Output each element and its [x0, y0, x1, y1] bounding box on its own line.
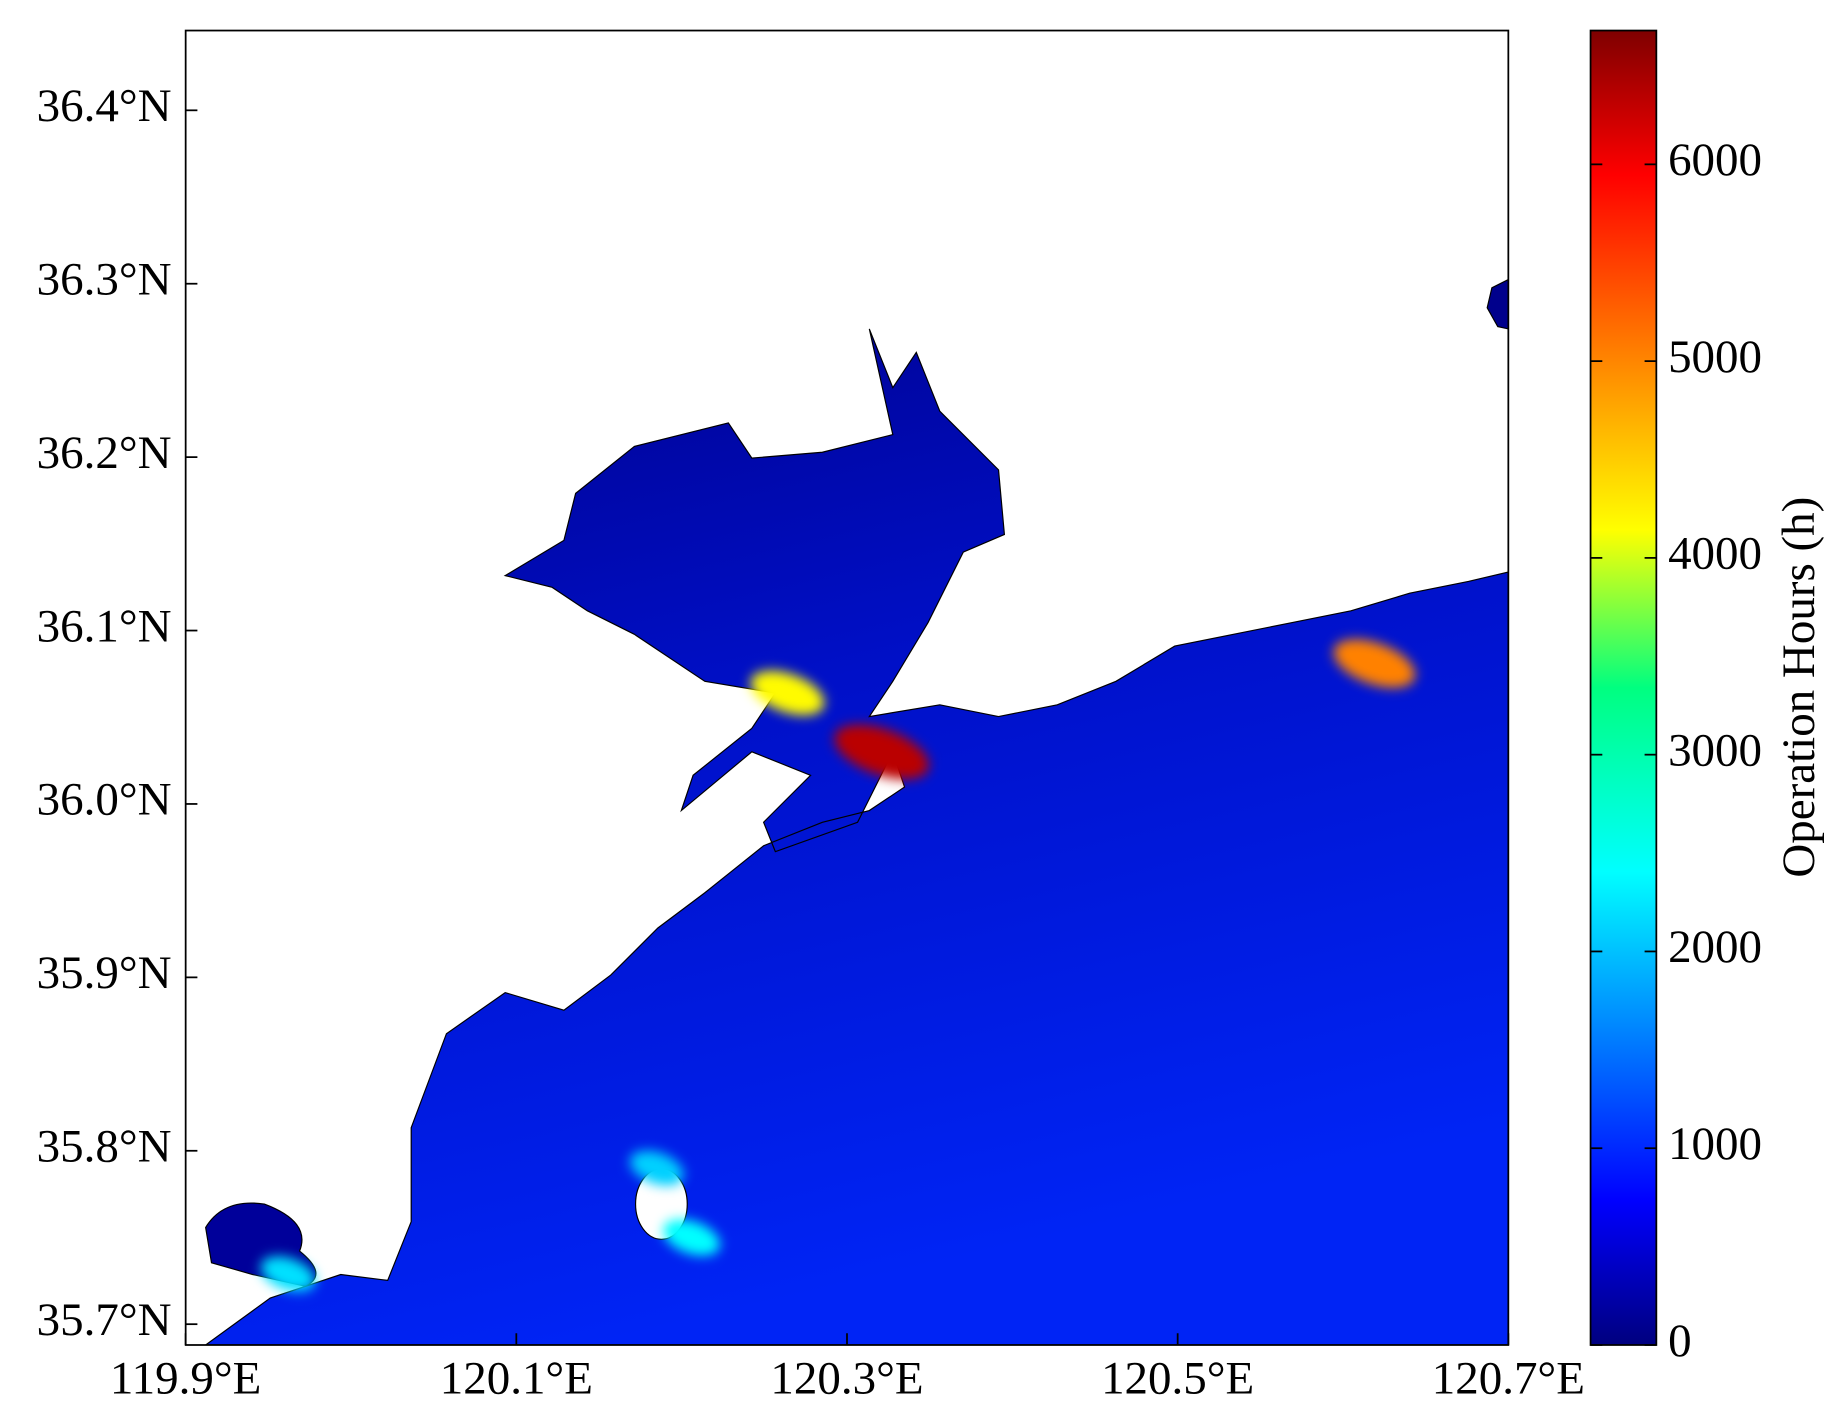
x-tick-label: 120.1°E [440, 1352, 593, 1404]
x-tick-label: 120.7°E [1432, 1352, 1585, 1404]
hotspot [750, 670, 825, 716]
colorbar-tick-label: 6000 [1668, 134, 1762, 186]
y-tick-label: 36.2°N [37, 427, 172, 479]
hotspot [260, 1256, 316, 1292]
y-tick-label: 35.8°N [37, 1121, 172, 1173]
hotspot [834, 724, 930, 780]
colorbar-tick-label: 0 [1668, 1315, 1691, 1367]
y-tick-label: 36.3°N [37, 254, 172, 306]
colorbar-tick-label: 4000 [1668, 528, 1762, 580]
hotspot [663, 1219, 720, 1256]
y-tick-label: 35.9°N [37, 947, 172, 999]
colorbar-tick-label: 3000 [1668, 724, 1762, 776]
hotspot [1333, 639, 1416, 688]
map-area [204, 278, 1509, 1345]
x-tick-label: 120.5°E [1101, 1352, 1254, 1404]
colorbar-tick-label: 1000 [1668, 1118, 1762, 1170]
colorbar-tick-label: 5000 [1668, 331, 1762, 383]
y-tick-label: 36.0°N [37, 774, 172, 826]
y-tick-label: 36.4°N [37, 80, 172, 132]
sea [204, 328, 1509, 1345]
y-tick-label: 36.1°N [37, 600, 172, 652]
x-tick-label: 119.9°E [110, 1352, 261, 1404]
x-tick-label: 120.3°E [770, 1352, 923, 1404]
colorbar-label: Operation Hours (h) [1773, 497, 1825, 878]
hotspot [629, 1150, 684, 1186]
island [1486, 278, 1509, 330]
colorbar [1589, 29, 1658, 1346]
y-tick-label: 35.7°N [37, 1294, 172, 1346]
colorbar-tick-label: 2000 [1668, 921, 1762, 973]
